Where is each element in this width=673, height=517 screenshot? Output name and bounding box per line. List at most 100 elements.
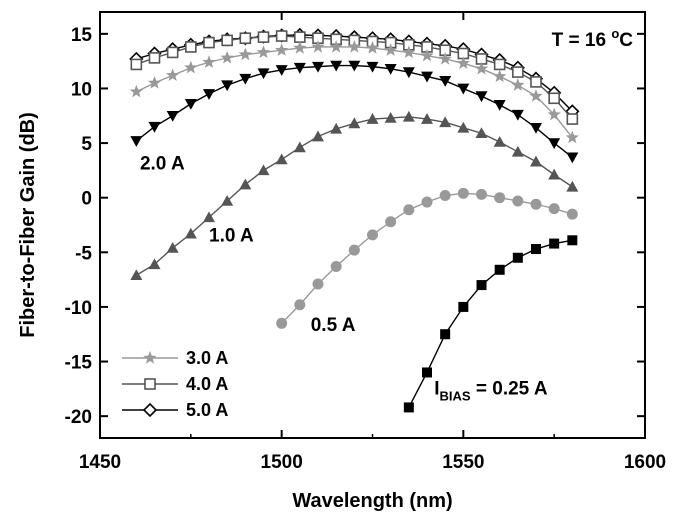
data-point [511, 145, 524, 157]
data-point [202, 55, 216, 68]
data-point [221, 80, 234, 92]
data-point [239, 73, 252, 85]
data-point [330, 261, 342, 273]
data-point [144, 378, 156, 390]
data-point [566, 152, 579, 164]
data-point [293, 41, 307, 54]
y-tick-label: -10 [65, 298, 92, 319]
y-tick-label: -15 [65, 353, 93, 374]
data-point [275, 30, 288, 42]
data-point [293, 62, 306, 74]
axis-ticks [99, 12, 646, 438]
data-point [348, 117, 361, 129]
data-point [130, 269, 143, 281]
data-point [548, 138, 561, 150]
series-3-0-a [129, 39, 579, 144]
data-point [402, 110, 415, 122]
data-point [421, 71, 433, 83]
data-point [511, 78, 525, 91]
data-point [275, 153, 288, 165]
data-point [567, 235, 578, 246]
data-point [566, 113, 579, 125]
data-point [129, 84, 143, 98]
data-point [275, 43, 289, 56]
data-point [130, 58, 143, 71]
temperature-label: T = 16 oC [552, 26, 634, 51]
y-tick-label: 0 [81, 189, 92, 210]
data-point [512, 66, 524, 78]
data-point [530, 76, 542, 88]
ibias-main: I [434, 378, 439, 399]
y-tick-label: -20 [65, 407, 92, 428]
legend-item: 4.0 A [122, 374, 228, 394]
data-point [512, 252, 523, 263]
data-point [130, 136, 143, 147]
data-point [511, 109, 524, 121]
data-point [512, 195, 524, 207]
plot-frame [99, 11, 646, 439]
data-point [257, 164, 270, 176]
data-point [493, 135, 506, 147]
data-point [367, 229, 378, 241]
y-tick-label: 15 [71, 25, 93, 46]
data-point [474, 61, 489, 75]
data-point [276, 317, 288, 329]
series-2-0-a [130, 60, 579, 164]
data-point [142, 402, 158, 418]
data-point [530, 155, 542, 167]
data-point [148, 52, 161, 64]
data-point [440, 329, 451, 340]
data-point [239, 32, 252, 45]
curve-label: 2.0 A [140, 153, 185, 174]
data-point [294, 299, 306, 311]
x-tick-label: 1600 [624, 452, 666, 473]
data-point [239, 178, 252, 190]
data-point [221, 34, 233, 47]
data-point [148, 258, 161, 270]
y-tick-label: 5 [81, 134, 92, 155]
data-point [494, 192, 506, 204]
temperature-degree-sup: o [611, 26, 619, 41]
series-ibias-0-25-a [403, 235, 578, 413]
data-point [166, 110, 179, 122]
data-point [476, 188, 487, 200]
data-point [148, 121, 161, 133]
data-point [348, 244, 360, 256]
data-point [203, 36, 215, 49]
data-point [221, 194, 234, 206]
data-point [422, 367, 432, 378]
data-point [456, 56, 470, 69]
data-point [457, 121, 470, 133]
data-point [166, 68, 180, 82]
data-point [439, 76, 452, 87]
data-point [184, 98, 197, 110]
data-point [366, 61, 379, 73]
data-point [421, 196, 433, 208]
data-point [184, 60, 198, 74]
data-point [403, 402, 414, 413]
legend-label: 4.0 A [186, 374, 228, 394]
series-1-0-a [130, 110, 579, 281]
legend-label: 5.0 A [186, 400, 228, 420]
data-point [493, 69, 507, 83]
x-tick-label: 1500 [261, 452, 303, 473]
y-tick-label: 10 [71, 79, 92, 100]
data-point [566, 180, 579, 192]
data-point [530, 198, 542, 210]
data-point [457, 187, 469, 199]
data-point [365, 41, 380, 54]
data-point [312, 278, 324, 290]
data-point [493, 100, 506, 111]
data-point [494, 264, 505, 275]
data-point [493, 58, 506, 71]
data-point [366, 113, 379, 124]
data-point [347, 39, 361, 53]
data-point [311, 39, 325, 53]
data-point [329, 39, 343, 53]
data-point [549, 238, 560, 249]
data-point [348, 60, 361, 72]
data-point [439, 116, 452, 128]
data-point [476, 280, 487, 291]
data-point [312, 130, 324, 142]
